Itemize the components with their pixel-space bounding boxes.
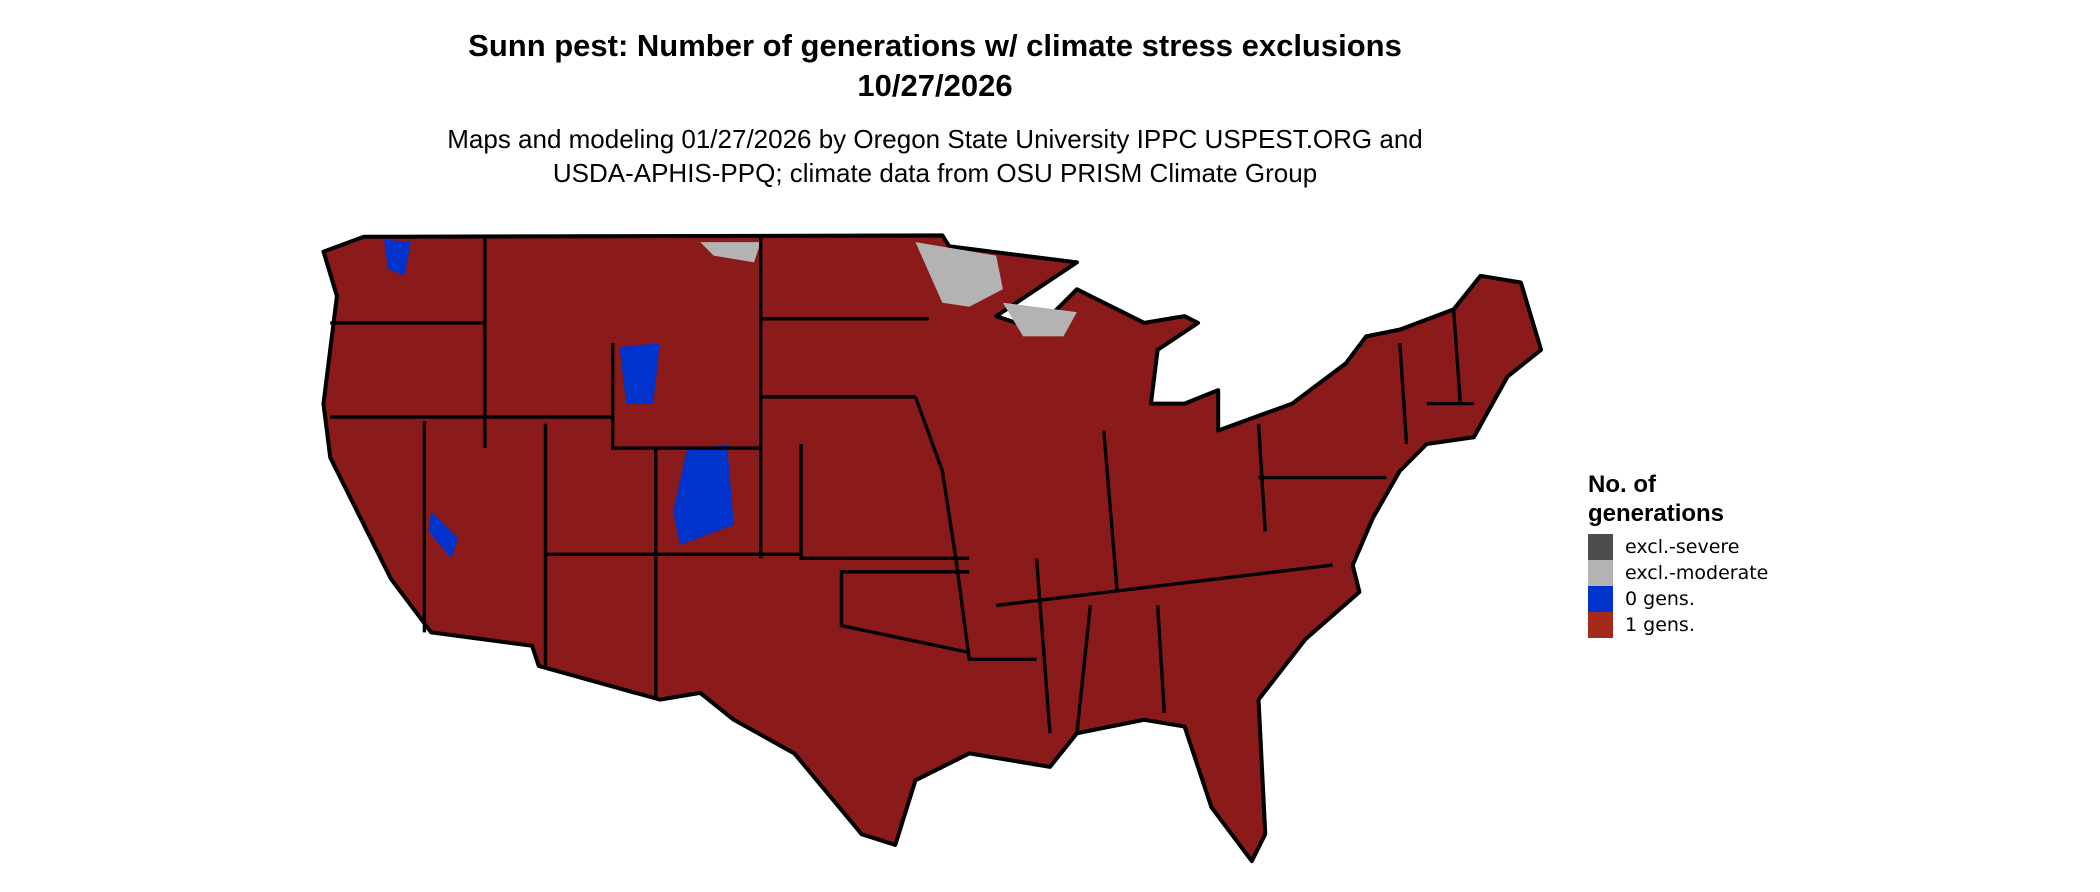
excl-moderate-areas	[700, 242, 1077, 337]
state-borders	[330, 236, 1474, 734]
legend-swatch	[1588, 612, 1613, 638]
legend-label: excl.-severe	[1625, 536, 1740, 558]
legend-item-0-gens: 0 gens.	[1588, 586, 1768, 612]
subtitle-line-1: Maps and modeling 01/27/2026 by Oregon S…	[447, 124, 1423, 154]
legend-title-line-1: No. of	[1588, 471, 1656, 498]
legend-label: 0 gens.	[1625, 588, 1695, 610]
zero-gens-areas	[384, 239, 734, 559]
legend-item-excl-moderate: excl.-moderate	[1588, 560, 1768, 586]
conus-region	[321, 233, 1544, 864]
legend-label: excl.-moderate	[1625, 562, 1769, 584]
legend-item-excl-severe: excl.-severe	[1588, 534, 1768, 560]
legend-label: 1 gens.	[1625, 614, 1695, 636]
legend: No. of generations excl.-severe excl.-mo…	[1588, 470, 1768, 638]
map-title: Sunn pest: Number of generations w/ clim…	[468, 28, 1402, 63]
legend-swatch	[1588, 534, 1613, 560]
legend-swatch	[1588, 586, 1613, 612]
legend-title: No. of generations	[1588, 470, 1768, 528]
subtitle-line-2: USDA-APHIS-PPQ; climate data from OSU PR…	[552, 158, 1318, 188]
legend-item-1-gens: 1 gens.	[1588, 612, 1768, 638]
legend-swatch	[1588, 560, 1613, 586]
legend-title-line-2: generations	[1588, 500, 1725, 527]
map-date: 10/27/2026	[857, 68, 1013, 103]
